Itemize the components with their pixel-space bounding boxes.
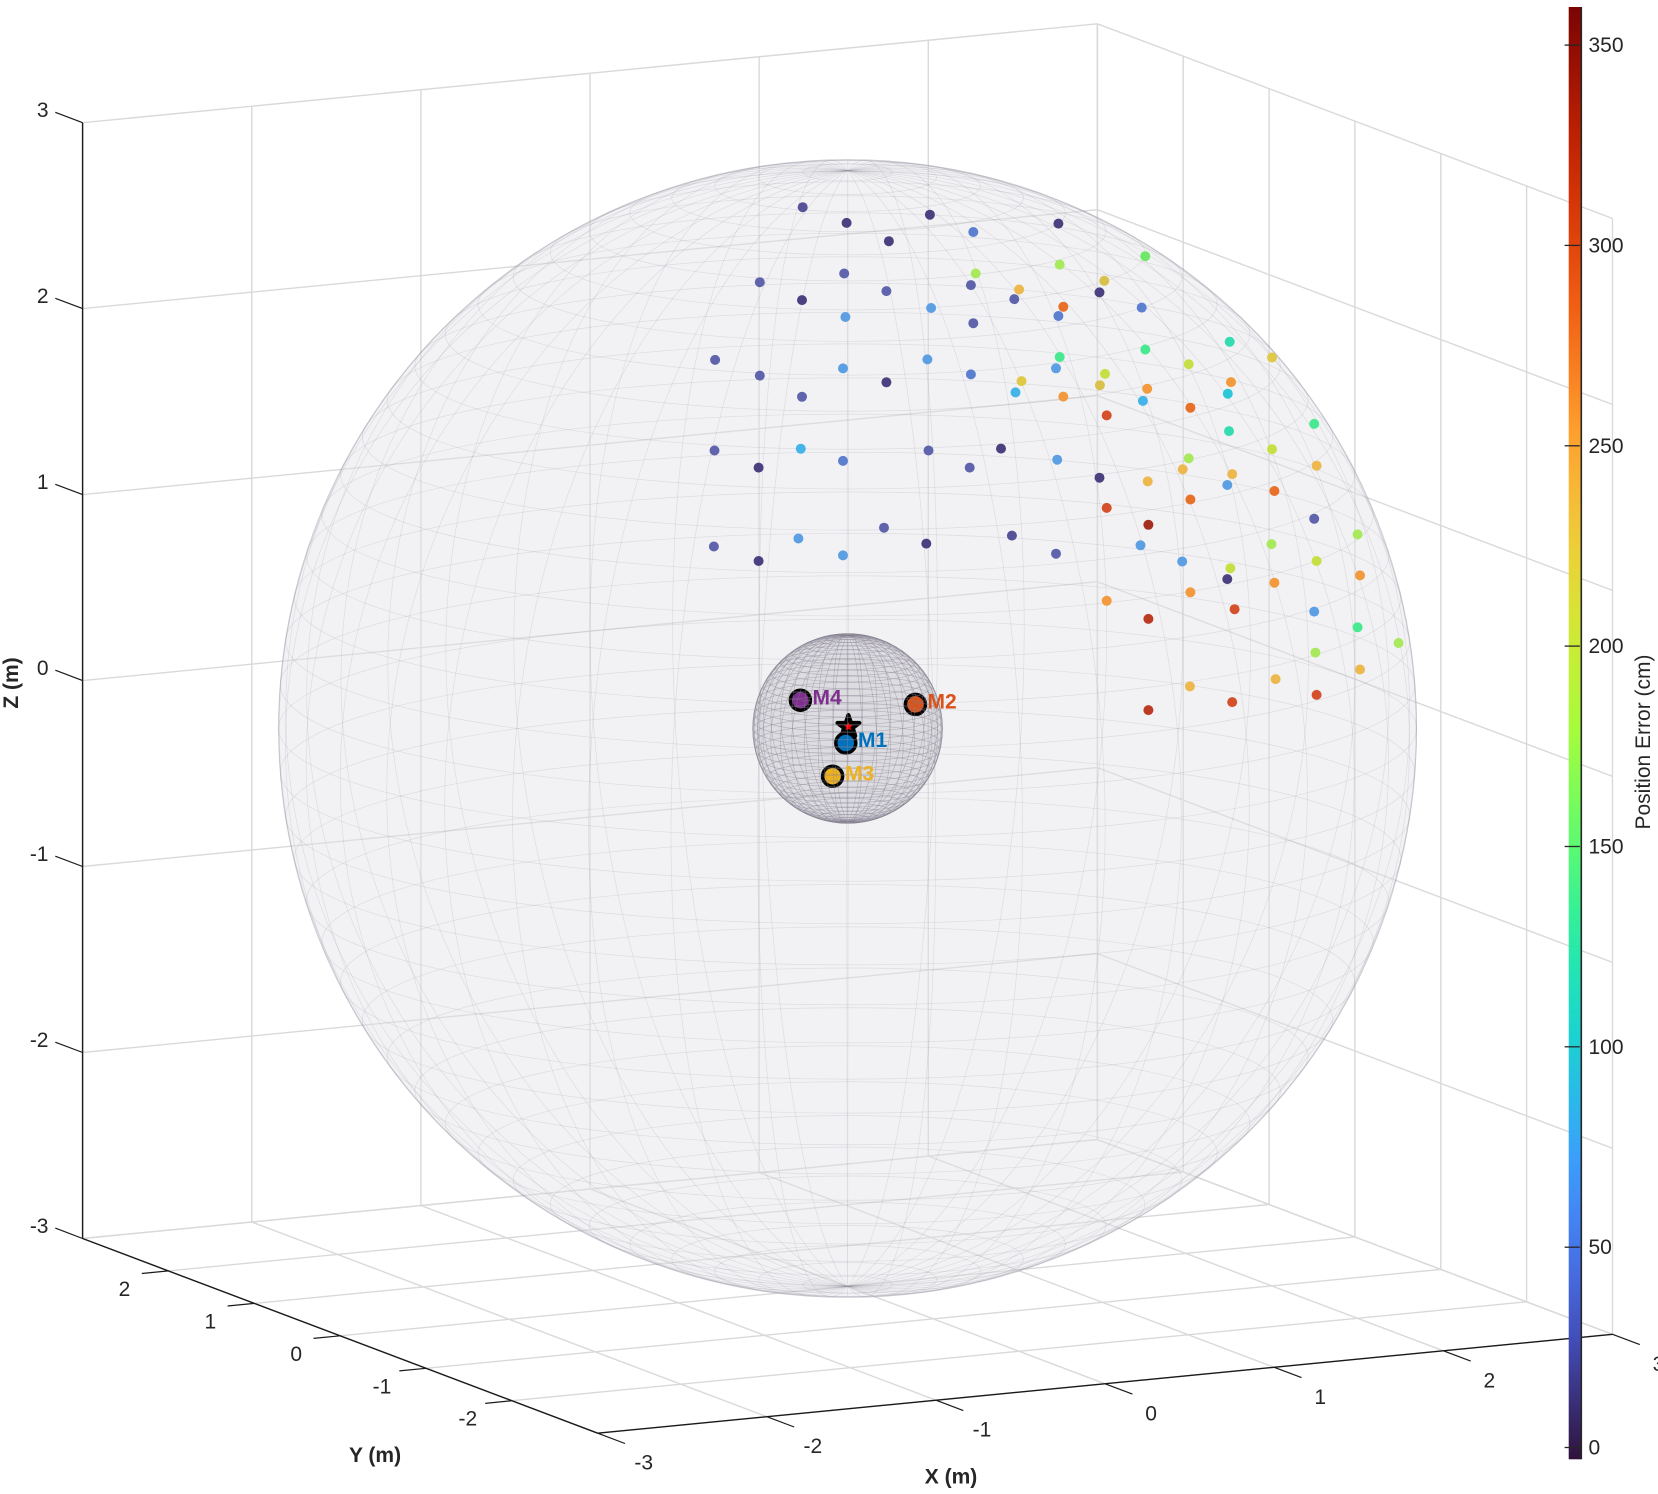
svg-text:350: 350 (1589, 34, 1624, 57)
svg-text:1: 1 (204, 1310, 216, 1333)
svg-text:3: 3 (37, 99, 49, 122)
svg-text:50: 50 (1589, 1236, 1612, 1259)
svg-text:2: 2 (1484, 1369, 1496, 1392)
svg-text:-2: -2 (804, 1435, 823, 1458)
svg-text:-2: -2 (459, 1408, 478, 1431)
svg-text:2: 2 (119, 1278, 131, 1301)
svg-text:3: 3 (1653, 1353, 1658, 1376)
svg-text:0: 0 (37, 657, 49, 680)
svg-text:1: 1 (1314, 1386, 1326, 1409)
svg-text:0: 0 (1145, 1402, 1157, 1425)
svg-text:-1: -1 (973, 1419, 992, 1442)
svg-text:M4: M4 (813, 686, 842, 709)
svg-text:-1: -1 (373, 1375, 392, 1398)
svg-text:M2: M2 (928, 690, 957, 713)
svg-text:1: 1 (37, 471, 49, 494)
svg-text:Position Error (cm): Position Error (cm) (1632, 654, 1655, 829)
svg-text:Z (m): Z (m) (0, 657, 23, 708)
svg-text:X (m): X (m) (925, 1466, 978, 1489)
svg-text:300: 300 (1589, 234, 1624, 257)
svg-text:0: 0 (1589, 1437, 1601, 1460)
svg-text:-2: -2 (30, 1029, 49, 1052)
svg-text:-1: -1 (30, 843, 49, 866)
svg-text:100: 100 (1589, 1036, 1624, 1059)
svg-text:Y (m): Y (m) (349, 1444, 401, 1467)
svg-text:0: 0 (290, 1343, 302, 1366)
svg-text:M1: M1 (858, 729, 887, 752)
svg-text:150: 150 (1589, 836, 1624, 859)
svg-text:2: 2 (37, 285, 49, 308)
svg-text:M3: M3 (845, 762, 874, 785)
svg-text:200: 200 (1589, 635, 1624, 658)
svg-text:-3: -3 (30, 1215, 49, 1238)
svg-text:-3: -3 (634, 1452, 653, 1475)
svg-text:250: 250 (1589, 435, 1624, 458)
